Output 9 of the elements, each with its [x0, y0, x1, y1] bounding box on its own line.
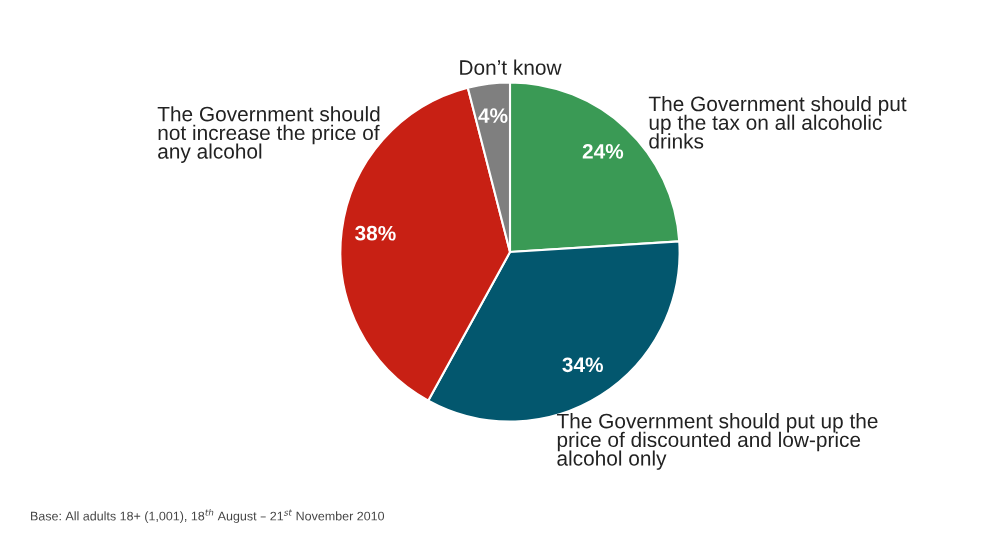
slice-label: The Government should not increase the price of any alcohol	[157, 106, 380, 163]
slice-label: The Government should put up the price of discounted and low-price alcohol only	[556, 413, 878, 470]
slice-label: Don’t know	[460, 59, 562, 75]
slice-label: The Government should put up the tax on all alcoholic drinks	[648, 95, 907, 149]
data-label: 4%	[478, 108, 508, 123]
data-label: 24%	[582, 143, 624, 159]
data-label: 38%	[355, 225, 396, 241]
data-label: 34%	[562, 357, 603, 373]
text: Base: All adults 18+ (1,001), 18$^{th}$ August – 21$^{st}$ November 2010	[31, 508, 385, 523]
